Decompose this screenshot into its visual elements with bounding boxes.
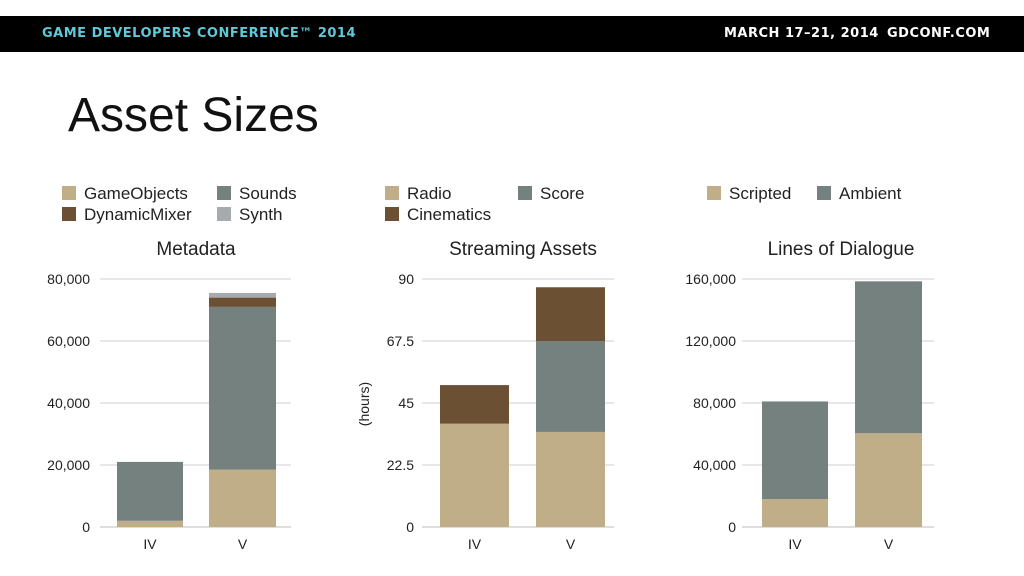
legend-label: Scripted: [729, 184, 792, 203]
legend-label: DynamicMixer: [84, 205, 192, 224]
legend-swatch: [817, 186, 831, 200]
conference-name: GAME DEVELOPERS CONFERENCE™ 2014: [42, 26, 356, 41]
legend-label: Radio: [407, 184, 452, 203]
legend-swatch: [385, 207, 399, 221]
legend-swatch: [707, 186, 721, 200]
slide-title: Asset Sizes: [68, 89, 319, 142]
bar-sounds-iv: [117, 461, 183, 521]
y-tick-label: 160,000: [685, 271, 736, 287]
metadata-chart-group: Metadata 0 20,000 40,000 60,000 80,000 IV V: [47, 239, 291, 552]
y-tick-label: 40,000: [693, 457, 736, 473]
legend-item-dynamicmixer: DynamicMixer: [62, 205, 192, 225]
y-tick-label: 0: [82, 519, 90, 535]
bar-gameobjects-v: [209, 469, 276, 527]
x-tick-label: V: [566, 536, 576, 552]
legend-item-scripted: Scripted: [707, 184, 791, 204]
bar-synth-v: [209, 292, 276, 298]
bar-cinematics-v: [536, 287, 605, 341]
legend-swatch: [385, 186, 399, 200]
y-tick-label: 120,000: [685, 333, 736, 349]
bar-sounds-v: [209, 306, 276, 470]
conference-site: GDCONF.COM: [887, 26, 991, 41]
x-tick-label: V: [238, 536, 248, 552]
bar-ambient-iv: [762, 401, 828, 500]
conference-banner: GAME DEVELOPERS CONFERENCE™ 2014 MARCH 1…: [0, 16, 1024, 52]
y-tick-label: 45: [398, 395, 414, 411]
legend-item-ambient: Ambient: [817, 184, 901, 204]
bar-radio-iv: [440, 423, 509, 527]
legend-swatch: [518, 186, 532, 200]
x-tick-label: IV: [143, 536, 157, 552]
y-tick-label: 80,000: [693, 395, 736, 411]
y-tick-label: 0: [728, 519, 736, 535]
x-tick-label: IV: [468, 536, 482, 552]
metadata-legend: GameObjects Sounds DynamicMixer Synth: [62, 184, 362, 228]
legend-label: GameObjects: [84, 184, 188, 203]
streaming-assets-chart-group: Streaming Assets 0 22.5 45 67.5 90 (hours) IV V: [356, 239, 614, 552]
legend-label: Ambient: [839, 184, 902, 203]
conference-dates: MARCH 17–21, 2014: [724, 26, 879, 41]
bar-radio-v: [536, 431, 605, 527]
lines-of-dialogue-chart-title: Lines of Dialogue: [768, 239, 915, 260]
dialogue-legend: Scripted Ambient: [707, 184, 1007, 228]
y-tick-label: 40,000: [47, 395, 90, 411]
legend-swatch: [62, 186, 76, 200]
legend-label: Score: [540, 184, 585, 203]
legend-item-cinematics: Cinematics: [385, 205, 491, 225]
y-axis-label: (hours): [356, 382, 372, 426]
bar-scripted-v: [855, 433, 922, 527]
y-tick-label: 60,000: [47, 333, 90, 349]
y-tick-label: 0: [406, 519, 414, 535]
bar-score-v: [536, 341, 605, 432]
y-tick-label: 90: [398, 271, 414, 287]
bar-dynamicmixer-v: [209, 297, 276, 307]
streaming-assets-legend: Radio Score Cinematics: [385, 184, 685, 228]
lines-of-dialogue-chart-group: Lines of Dialogue 0 40,000 80,000 120,000 160…: [685, 239, 934, 552]
y-tick-label: 67.5: [387, 333, 414, 349]
x-tick-label: IV: [788, 536, 802, 552]
y-tick-label: 22.5: [387, 457, 414, 473]
legend-swatch: [217, 186, 231, 200]
streaming-assets-chart-title: Streaming Assets: [449, 239, 597, 260]
x-tick-label: V: [884, 536, 894, 552]
y-tick-label: 80,000: [47, 271, 90, 287]
bar-gameobjects-iv: [117, 520, 183, 527]
bar-scripted-iv: [762, 499, 828, 527]
y-tick-label: 20,000: [47, 457, 90, 473]
legend-label: Sounds: [239, 184, 297, 203]
legend-swatch: [62, 207, 76, 221]
legend-item-radio: Radio: [385, 184, 451, 204]
legend-item-gameobjects: GameObjects: [62, 184, 188, 204]
metadata-chart-title: Metadata: [156, 239, 236, 260]
legend-item-score: Score: [518, 184, 584, 204]
legend-swatch: [217, 207, 231, 221]
bar-cinematics-iv: [440, 385, 509, 424]
bar-ambient-v: [855, 281, 922, 434]
legend-item-synth: Synth: [217, 205, 282, 225]
legend-label: Cinematics: [407, 205, 492, 224]
legend-item-sounds: Sounds: [217, 184, 297, 204]
legend-label: Synth: [239, 205, 283, 224]
